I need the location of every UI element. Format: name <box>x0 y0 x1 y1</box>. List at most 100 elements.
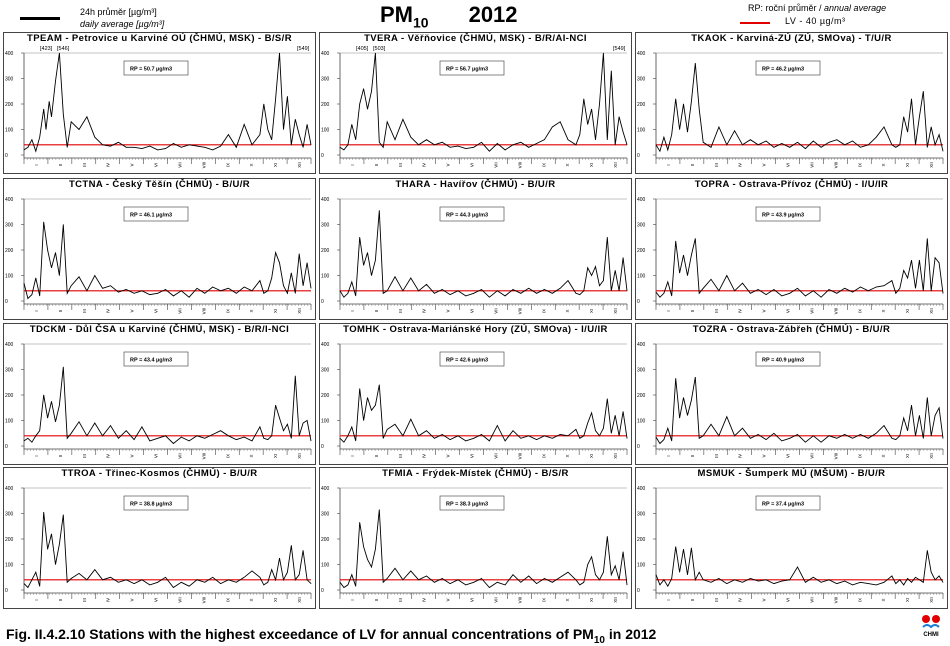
y-tick-label: 400 <box>5 51 14 57</box>
data-point <box>789 293 790 294</box>
data-point <box>410 418 412 420</box>
data-point <box>367 108 368 110</box>
x-tick-label: XII <box>297 597 302 603</box>
data-point <box>394 139 396 140</box>
data-point <box>39 295 41 297</box>
data-point <box>544 139 545 140</box>
data-point <box>204 147 206 148</box>
data-point <box>655 291 657 293</box>
rp-label: RP = 37.4 µg/m3 <box>762 502 804 508</box>
data-point <box>302 147 304 148</box>
data-point <box>287 424 288 425</box>
x-tick-label: III <box>82 163 87 167</box>
data-point <box>196 287 198 289</box>
data-point <box>915 435 916 437</box>
data-point <box>275 404 276 406</box>
rp-box <box>123 495 189 511</box>
x-tick-label: X <box>249 163 254 166</box>
data-point <box>110 145 111 147</box>
data-point <box>710 147 712 148</box>
rp-box <box>439 60 505 76</box>
data-point <box>618 116 620 118</box>
data-point <box>94 422 96 424</box>
data-point <box>860 286 861 288</box>
data-point <box>35 435 37 437</box>
data-point <box>55 80 56 82</box>
x-tick-label: XI <box>905 454 910 458</box>
y-tick-label: 100 <box>637 419 646 425</box>
x-tick-label: VII <box>493 597 498 603</box>
data-point <box>496 143 498 144</box>
x-tick-label: XII <box>929 453 934 459</box>
data-point <box>251 570 253 572</box>
data-point <box>371 275 372 276</box>
data-point <box>43 511 44 513</box>
x-tick-label: III <box>398 309 403 313</box>
data-point <box>687 131 688 133</box>
data-point <box>243 124 245 125</box>
data-point <box>622 131 624 133</box>
x-tick-label: II <box>58 164 63 167</box>
data-point <box>942 438 944 439</box>
data-point <box>607 536 608 537</box>
data-point <box>66 582 68 583</box>
data-point <box>70 285 72 286</box>
data-point <box>552 293 553 294</box>
data-point <box>583 582 585 583</box>
data-point <box>481 578 482 579</box>
data-point <box>275 579 276 581</box>
x-tick-label: II <box>690 599 695 602</box>
data-point <box>536 439 537 440</box>
data-point <box>618 579 620 581</box>
data-point <box>679 417 680 419</box>
x-tick-label: III <box>398 163 403 167</box>
data-point <box>567 280 569 281</box>
data-point <box>891 144 893 146</box>
x-tick-label: XII <box>613 453 618 459</box>
data-point <box>180 290 182 292</box>
data-point <box>279 262 280 264</box>
data-point <box>683 254 684 256</box>
data-point <box>426 430 427 431</box>
data-point <box>852 140 853 142</box>
data-point <box>820 441 822 443</box>
data-point <box>204 582 206 583</box>
data-point <box>48 101 50 102</box>
x-tick-label: I <box>666 164 671 165</box>
data-point <box>347 144 349 146</box>
station-chart-panel: TKAOK - Karviná-ZÚ (ZÚ, SMOva) - T/U/R 0 1… <box>635 32 948 174</box>
y-tick-label: 300 <box>321 77 330 83</box>
data-point <box>710 279 712 280</box>
daily-average-series <box>655 63 944 153</box>
data-point <box>94 275 96 276</box>
data-point <box>587 124 588 125</box>
data-point <box>410 136 412 138</box>
data-point <box>339 290 341 292</box>
data-point <box>919 116 920 118</box>
rp-box <box>439 495 505 511</box>
data-point <box>363 420 364 421</box>
data-point <box>47 548 48 550</box>
data-point <box>489 440 490 442</box>
x-tick-label: IX <box>225 598 230 602</box>
data-point <box>710 424 712 425</box>
data-point <box>579 294 581 295</box>
data-point <box>671 440 673 442</box>
x-tick-label: X <box>565 598 570 601</box>
x-tick-label: III <box>398 598 403 602</box>
data-point <box>528 287 530 289</box>
data-point <box>591 108 592 110</box>
data-point <box>942 150 944 152</box>
x-tick-label: X <box>881 309 886 312</box>
data-point <box>382 438 384 439</box>
x-tick-label: X <box>249 454 254 457</box>
data-point <box>903 417 904 419</box>
data-point <box>591 556 592 558</box>
data-point <box>757 580 759 582</box>
x-tick-label: VIII <box>201 308 206 315</box>
x-tick-label: IX <box>541 309 546 313</box>
data-point <box>86 116 88 118</box>
data-point <box>820 296 822 298</box>
data-point <box>765 579 767 581</box>
